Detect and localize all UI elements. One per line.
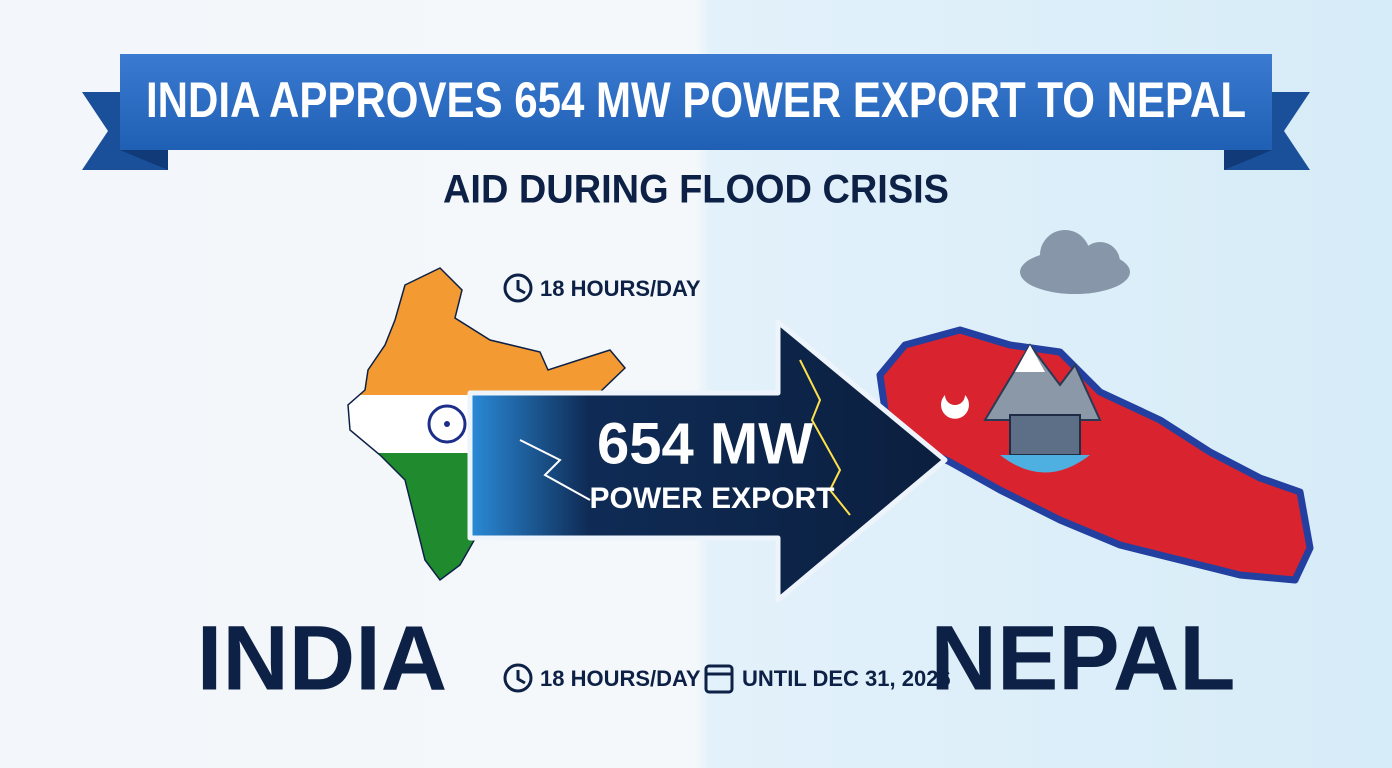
lightning	[799, 359, 851, 516]
arrow-value: 654 MW	[597, 411, 813, 476]
ashoka-chakra	[427, 404, 467, 444]
country-right: NEPAL	[931, 607, 1236, 709]
banner-title: INDIA APPROVES 654 MW POWER EXPORT TO NE…	[146, 72, 1246, 128]
clock-icon	[503, 273, 533, 303]
footer-until: UNTIL DEC 31, 2026	[742, 666, 951, 691]
calendar-icon	[704, 664, 734, 694]
country-left: INDIA	[197, 607, 447, 709]
clock-hands	[516, 670, 526, 685]
cloud	[1040, 230, 1090, 280]
footer-hours: 18 HOURS/DAY	[540, 666, 701, 691]
clock-icon	[503, 663, 533, 693]
arrow-label: POWER EXPORT	[589, 482, 834, 515]
banner: INDIA APPROVES 654 MW POWER EXPORT TO NE…	[82, 54, 1310, 170]
export-arrow	[467, 319, 948, 603]
ribbon-fold	[120, 150, 168, 170]
snow-cap	[1015, 345, 1045, 372]
rain-cloud	[1020, 230, 1130, 294]
calendar-frame	[704, 664, 734, 694]
clock-face	[503, 663, 533, 693]
reservoir	[1000, 455, 1090, 473]
subtitle: AID DURING FLOOD CRISIS	[443, 168, 949, 212]
ribbon-fold	[1224, 150, 1272, 170]
nepal-moon	[941, 395, 969, 419]
lightning	[519, 439, 591, 501]
cloud	[1080, 242, 1120, 282]
dam	[1009, 414, 1081, 456]
clock-face	[503, 273, 533, 303]
clock-hands	[516, 280, 526, 295]
top-note: 18 HOURS/DAY	[540, 276, 701, 301]
chakra-hub	[444, 421, 450, 427]
banner-band	[120, 54, 1272, 150]
